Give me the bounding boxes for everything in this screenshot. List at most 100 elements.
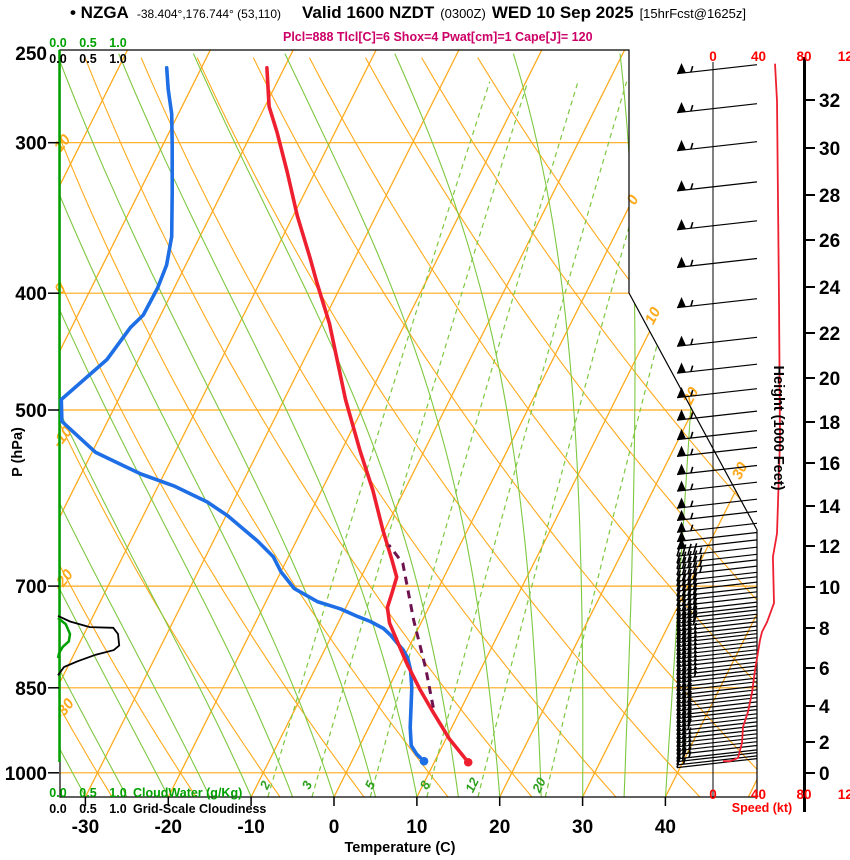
barb-half-feather (690, 500, 694, 507)
barb-feather (681, 630, 687, 643)
barb-feather (687, 618, 692, 630)
barb-pennant (677, 521, 686, 533)
barb-feather (681, 666, 687, 679)
barb-feather (687, 543, 692, 556)
barb-feather (676, 699, 681, 712)
barb-feather (687, 698, 692, 710)
barb-half-feather (690, 221, 694, 229)
barb-feather (676, 627, 681, 640)
temperature-tick-label: -10 (237, 817, 264, 838)
wind-barb (676, 626, 758, 640)
barb-feather (676, 715, 681, 728)
dewpoint-line (59, 66, 422, 760)
plot-frame (58, 49, 758, 798)
barb-half-feather (688, 739, 692, 746)
barb-pennant (677, 428, 686, 440)
barb-feather (681, 579, 687, 591)
wind-speed-profile (723, 63, 781, 763)
barb-feather (681, 594, 687, 606)
skewt-grid (60, 50, 757, 797)
moist-adiabat-line (60, 53, 335, 797)
barb-feather (676, 635, 681, 647)
barb-feather (687, 706, 692, 718)
barb-pennant (677, 463, 686, 475)
dry-adiabat-line (60, 57, 113, 797)
barb-feather (681, 738, 687, 751)
barb-feather (676, 723, 681, 736)
barb-feather (692, 592, 698, 605)
barb-shaft (676, 717, 758, 728)
wind-barb (676, 297, 758, 309)
barb-half-feather (693, 634, 697, 641)
isotherm-line (416, 50, 757, 797)
barb-half-feather (690, 483, 694, 490)
speed-tick-label-top: 0 (709, 49, 717, 64)
plot-border (59, 49, 758, 798)
temperature-tick-label: 30 (572, 817, 593, 838)
barb-feather (681, 599, 687, 611)
isotherm-line (60, 50, 129, 797)
surface-temperature-dot (463, 757, 473, 767)
barb-feather (692, 543, 698, 555)
mixing-ratio-label: 12 (462, 775, 482, 795)
pressure-tick-label: 1000 (5, 764, 47, 785)
barb-half-feather (693, 646, 697, 654)
barb-feather (692, 572, 698, 585)
barb-feather (681, 614, 687, 627)
wind-barb (676, 583, 758, 597)
barb-feather (687, 710, 692, 722)
barb-feather (676, 639, 681, 652)
moist-adiabat-line (619, 53, 636, 797)
wind-barb (676, 387, 758, 399)
isotherm-line (499, 50, 757, 797)
barb-half-feather (693, 642, 697, 650)
barb-shaft (676, 388, 758, 399)
barb-feather (692, 602, 698, 614)
dry-adiabat-line (140, 57, 617, 797)
barb-feather (676, 679, 681, 692)
barb-half-feather (693, 650, 697, 658)
barb-feather (681, 714, 687, 727)
barb-feather (676, 750, 681, 762)
pressure-tick-label: 250 (15, 44, 47, 65)
barb-feather (687, 674, 692, 687)
barb-pennant (677, 387, 686, 398)
barb-feather (681, 634, 687, 647)
barb-feather (687, 606, 692, 618)
barb-shaft (676, 510, 758, 521)
speed-panel (723, 57, 806, 812)
pressure-tick-label: 700 (15, 577, 47, 598)
barb-feather (676, 675, 681, 688)
temperature-axis-title: Temperature (C) (345, 840, 456, 856)
barb-half-feather (693, 670, 697, 678)
isotherm-line (167, 50, 543, 797)
valid-date: WED 10 Sep 2025 (491, 3, 634, 22)
chart-title: • NZGA -38.404°,176.744° (53,110) Valid … (70, 3, 746, 23)
barb-feather (687, 694, 692, 706)
wind-barb (676, 463, 758, 476)
moist-adiabat-line (60, 53, 294, 797)
dry-adiabat-line (60, 57, 281, 797)
barb-half-feather (690, 183, 694, 190)
speed-tick-label-top: 40 (751, 49, 766, 64)
barb-pennant (677, 445, 686, 457)
barb-feather (676, 604, 681, 616)
barb-feather (676, 647, 681, 660)
barb-feather (681, 734, 687, 747)
barb-feather (687, 658, 692, 671)
moist-adiabat-line (60, 53, 377, 797)
barb-shaft (676, 181, 758, 192)
barb-feather (676, 663, 681, 676)
barb-half-feather (690, 389, 694, 397)
barb-feather (687, 646, 692, 658)
dry-adiabat-line (421, 57, 757, 797)
height-tick-label: 0 (819, 764, 830, 785)
isotherm-line (84, 50, 460, 797)
barb-half-feather (688, 743, 692, 750)
wind-barbs-column (676, 62, 758, 797)
barb-pennant (677, 480, 686, 492)
barb-feather (692, 578, 698, 590)
barb-feather (681, 623, 687, 635)
barb-feather (676, 607, 681, 620)
barb-feather (676, 671, 681, 683)
